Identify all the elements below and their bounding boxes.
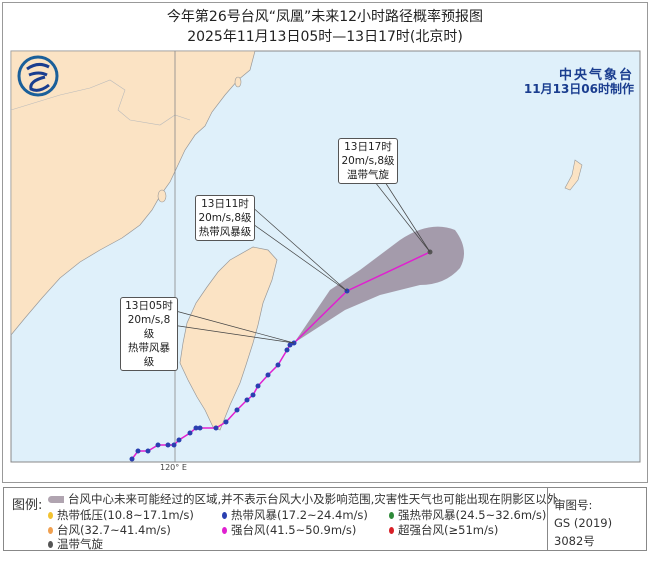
super-typhoon-dot-icon bbox=[389, 527, 394, 534]
label-type: 温带气旋 bbox=[347, 169, 389, 181]
legend-item: 热带风暴(17.2~24.4m/s) bbox=[222, 507, 368, 523]
mainland-china bbox=[10, 50, 256, 336]
ryukyu-island bbox=[564, 159, 583, 191]
label-type: 热带风暴级 bbox=[128, 342, 170, 368]
track-point bbox=[234, 407, 240, 413]
legend-cone-item: 台风中心未来可能经过的区域,并不表示台风大小及影响范围,灾害性天气也可能出现在阴… bbox=[48, 491, 558, 507]
island bbox=[157, 189, 167, 203]
legend-item: 强热带风暴(24.5~32.6m/s) bbox=[389, 507, 546, 523]
leader-line bbox=[249, 204, 348, 292]
track-point bbox=[275, 362, 281, 368]
legend-cone-text: 台风中心未来可能经过的区域,并不表示台风大小及影响范围,灾害性天气也可能出现在阴… bbox=[68, 492, 559, 506]
track-point bbox=[155, 442, 161, 448]
track-point bbox=[129, 456, 135, 462]
figure-frame bbox=[2, 2, 648, 483]
track-point bbox=[187, 430, 193, 436]
severe-tropical-storm-dot-icon bbox=[389, 512, 394, 519]
map-subtitle: 2025年11月13日05时—13日17时(北京时) bbox=[187, 29, 463, 45]
typhoon-dot-icon bbox=[48, 527, 53, 534]
legend-item: 温带气旋 bbox=[48, 536, 103, 552]
track-point bbox=[145, 448, 151, 454]
approval-label: 审图号: bbox=[554, 498, 593, 512]
leader-line bbox=[384, 181, 431, 253]
track-point bbox=[197, 425, 203, 431]
producer-name: 中央气象台 bbox=[558, 68, 634, 83]
legend-caption: 图例: bbox=[12, 498, 43, 513]
track-point bbox=[135, 448, 141, 454]
taiwan-island bbox=[179, 246, 278, 431]
leader-line bbox=[249, 221, 348, 292]
track-point bbox=[171, 442, 177, 448]
leader-line bbox=[171, 309, 295, 344]
legend-label: 强台风(41.5~50.9m/s) bbox=[231, 523, 357, 537]
label-leader-lines bbox=[171, 181, 431, 344]
legend-label: 台风(32.7~41.4m/s) bbox=[57, 523, 171, 537]
legend: 图例: 台风中心未来可能经过的区域,并不表示台风大小及影响范围,灾害性天气也可能… bbox=[3, 487, 647, 551]
cma-logo-icon bbox=[17, 55, 59, 97]
tropical-storm-dot-icon bbox=[222, 512, 227, 519]
issue-time: 11月13日06时制作 bbox=[523, 82, 634, 96]
cone-swatch-icon bbox=[48, 496, 64, 503]
track-point bbox=[250, 392, 256, 398]
legend-item: 强台风(41.5~50.9m/s) bbox=[222, 522, 356, 538]
track-label-13-17: 13日17时 20m/s,8级 温带气旋 bbox=[338, 138, 398, 184]
longitude-label: 120° E bbox=[160, 463, 187, 472]
legend-label: 强热带风暴(24.5~32.6m/s) bbox=[398, 508, 547, 522]
track-point bbox=[165, 442, 171, 448]
legend-label: 温带气旋 bbox=[57, 537, 103, 551]
province-border bbox=[10, 79, 191, 126]
severe-typhoon-dot-icon bbox=[222, 527, 227, 534]
track-point bbox=[255, 383, 261, 389]
leader-line bbox=[171, 324, 295, 344]
track-point bbox=[284, 347, 290, 353]
extratropical-cyclone-dot-icon bbox=[48, 541, 53, 548]
approval-box: 审图号: GS (2019) 3082号 bbox=[547, 488, 646, 550]
track-point bbox=[244, 397, 250, 403]
track-point bbox=[213, 425, 219, 431]
label-time: 13日11时 bbox=[201, 198, 249, 210]
legend-label: 热带风暴(17.2~24.4m/s) bbox=[231, 508, 368, 522]
label-wind: 20m/s,8级 bbox=[341, 155, 395, 167]
label-wind: 20m/s,8级 bbox=[127, 314, 171, 340]
legend-item: 超强台风(≥51m/s) bbox=[389, 522, 498, 538]
approval-number: GS (2019) 3082号 bbox=[554, 516, 613, 548]
legend-label: 超强台风(≥51m/s) bbox=[398, 523, 499, 537]
label-wind: 20m/s,8级 bbox=[198, 212, 252, 224]
label-time: 13日05时 bbox=[125, 300, 173, 312]
leader-line bbox=[374, 181, 431, 253]
map-title: 今年第26号台风“凤凰”未来12小时路径概率预报图 bbox=[166, 9, 484, 25]
island bbox=[234, 76, 242, 88]
label-time: 13日17时 bbox=[344, 141, 392, 153]
legend-item: 热带低压(10.8~17.1m/s) bbox=[48, 507, 194, 523]
label-type: 热带风暴级 bbox=[198, 226, 252, 238]
track-point bbox=[265, 372, 271, 378]
track-point bbox=[223, 419, 229, 425]
legend-label: 热带低压(10.8~17.1m/s) bbox=[57, 508, 194, 522]
track-point bbox=[287, 342, 293, 348]
track-point bbox=[176, 437, 182, 443]
track-point bbox=[193, 425, 199, 431]
tropical-depression-dot-icon bbox=[48, 512, 53, 519]
track-label-13-05: 13日05时 20m/s,8级 热带风暴级 bbox=[120, 297, 178, 371]
track-label-13-11: 13日11时 20m/s,8级 热带风暴级 bbox=[195, 195, 255, 241]
legend-item: 台风(32.7~41.4m/s) bbox=[48, 522, 171, 538]
